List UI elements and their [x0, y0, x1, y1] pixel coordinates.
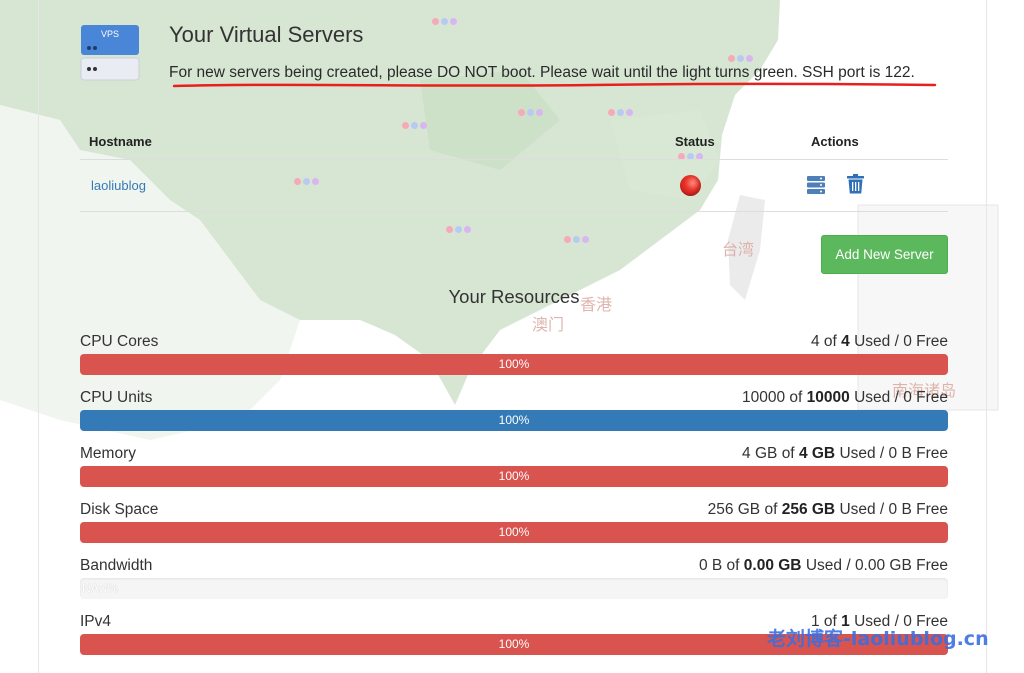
resource-progress-fill: 100%: [80, 522, 948, 543]
free-word: Free: [916, 445, 948, 462]
resource-total-value: 4 GB: [798, 445, 836, 462]
resource-progress-bar: 100%: [80, 522, 948, 543]
watermark: 老刘博客-laoliublog.cn: [767, 628, 989, 650]
used-word: Used: [805, 557, 843, 574]
resource-usage: 10000 of 10000 Used / 0 Free: [741, 389, 948, 406]
of-word: of: [823, 613, 837, 630]
page-title: Your Virtual Servers: [169, 22, 364, 47]
svg-text:VPS: VPS: [101, 29, 119, 39]
of-word: of: [726, 557, 740, 574]
resource-usage: 256 GB of 256 GB Used / 0 B Free: [707, 501, 948, 518]
resource-progress-bar: NAN%: [80, 578, 948, 599]
vps-server-icon: VPS: [80, 25, 140, 81]
column-header-actions: Actions: [811, 134, 859, 149]
boot-notice: For new servers being created, please DO…: [169, 64, 915, 81]
of-word: of: [764, 501, 778, 518]
resource-used-value: 1: [810, 613, 820, 630]
resource-free-value: 0 B: [888, 445, 912, 462]
resource-used-value: 10000: [741, 389, 786, 406]
server-manage-icon[interactable]: [806, 175, 826, 195]
column-header-hostname: Hostname: [89, 134, 152, 149]
map-marker: [564, 236, 589, 243]
resource-label: IPv4: [80, 613, 112, 630]
map-marker: [608, 109, 633, 116]
of-word: of: [781, 445, 795, 462]
resource-progress-bar: 100%: [80, 466, 948, 487]
used-word: Used: [854, 613, 891, 630]
resource-free-value: 0.00 GB: [854, 557, 912, 574]
column-header-status: Status: [675, 134, 715, 149]
map-marker: [518, 109, 543, 116]
resource-label: CPU Units: [80, 389, 153, 406]
page-border-right: [986, 0, 987, 673]
trash-icon[interactable]: [847, 174, 864, 194]
resource-used-value: 4: [810, 333, 820, 350]
resource-progress-fill: 100%: [80, 466, 948, 487]
of-word: of: [823, 333, 837, 350]
resources-title: Your Resources: [448, 286, 580, 307]
resource-total-value: 1: [841, 613, 850, 630]
red-annotation-underline: [172, 82, 937, 88]
resource-progress-fill: NAN%: [82, 581, 119, 595]
resource-progress-bar: 100%: [80, 634, 948, 655]
map-marker: [446, 226, 471, 233]
used-word: Used: [839, 501, 876, 518]
resource-progress-bar: 100%: [80, 410, 948, 431]
resource-usage: 1 of 1 Used / 0 Free: [810, 613, 948, 630]
servers-table: Hostname Status Actions laoliublog: [80, 122, 948, 212]
table-row: laoliublog: [80, 160, 948, 212]
resource-usage: 4 GB of 4 GB Used / 0 B Free: [742, 445, 948, 462]
resource-label: Memory: [80, 445, 136, 462]
status-light-red-icon: [680, 175, 701, 196]
free-word: Free: [916, 333, 948, 350]
resource-label: Disk Space: [80, 501, 159, 518]
resource-free-value: 0 B: [888, 501, 912, 518]
resource-label: CPU Cores: [80, 333, 159, 350]
free-word: Free: [916, 389, 948, 406]
free-word: Free: [916, 557, 948, 574]
resource-label: Bandwidth: [80, 557, 153, 574]
used-word: Used: [854, 333, 891, 350]
resource-used-value: 0 B: [698, 557, 723, 574]
used-word: Used: [839, 445, 876, 462]
of-word: of: [789, 389, 803, 406]
free-word: Free: [916, 501, 948, 518]
resource-free-value: 0: [903, 389, 912, 406]
resource-progress-fill: 100%: [80, 410, 948, 431]
add-new-server-button[interactable]: Add New Server: [821, 235, 948, 274]
resource-used-value: 256 GB: [707, 501, 761, 518]
table-header: Hostname Status Actions: [80, 122, 948, 160]
map-label-taiwan: 台湾: [722, 240, 755, 259]
resource-used-value: 4 GB: [742, 445, 778, 462]
resource-free-value: 0: [903, 333, 912, 350]
resource-total-value: 256 GB: [781, 501, 836, 518]
used-word: Used: [854, 389, 891, 406]
page-border-left: [38, 0, 39, 673]
map-label-macau: 澳门: [532, 315, 565, 334]
resource-progress-bar: 100%: [80, 354, 948, 375]
server-hostname-link[interactable]: laoliublog: [91, 178, 146, 193]
resource-free-value: 0: [903, 613, 912, 630]
resource-total-value: 0.00 GB: [743, 557, 802, 574]
resource-total-value: 10000: [806, 389, 850, 406]
free-word: Free: [916, 613, 948, 630]
resource-progress-fill: 100%: [80, 354, 948, 375]
resource-progress-fill: 100%: [80, 634, 948, 655]
map-marker: [728, 55, 753, 62]
resource-usage: 0 B of 0.00 GB Used / 0.00 GB Free: [698, 557, 948, 574]
map-marker: [432, 18, 457, 25]
resource-total-value: 4: [841, 333, 850, 350]
resource-usage: 4 of 4 Used / 0 Free: [810, 333, 948, 350]
